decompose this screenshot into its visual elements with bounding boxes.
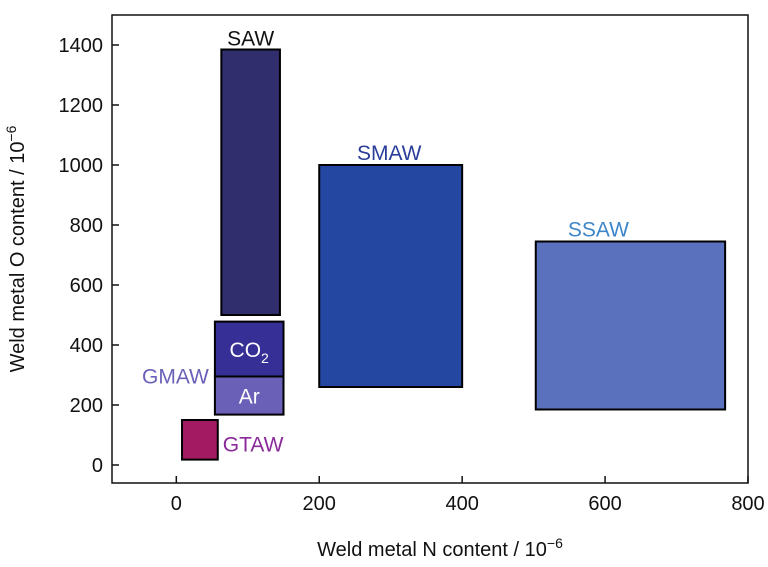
region-smaw [318,164,464,388]
x-tick-label: 0 [171,493,182,515]
label-co2: CO2 [230,339,270,366]
label-smaw: SMAW [357,142,422,165]
label-ar: Ar [239,386,260,409]
y-axis-title: Weld metal O content / 10−6 [3,125,29,372]
label-saw: SAW [227,28,274,51]
region-ar [213,375,285,416]
ticks-layer: 0 200 400 600 800 0 200 400 600 800 1000 1200 1400 [59,35,765,515]
y-tick-label: 800 [70,215,103,237]
x-tick-label: 200 [303,493,336,515]
y-tick-label: 0 [92,455,103,477]
label-gtaw: GTAW [223,434,284,457]
regions-layer [181,48,727,461]
y-tick-label: 200 [70,395,103,417]
x-axis-title-exponent: −6 [547,535,563,551]
x-tick-label: 600 [588,493,621,515]
region-co2 [213,320,285,378]
y-axis-title-main: Weld metal O content / 10 [7,142,29,373]
y-tick-label: 1400 [59,35,104,57]
y-axis-title-exponent: −6 [3,125,19,141]
y-tick-label: 600 [70,275,103,297]
y-tick-label: 1000 [59,155,104,177]
region-ssaw [534,240,727,411]
label-ssaw: SSAW [568,219,629,242]
region-saw [220,48,281,316]
x-tick-label: 800 [731,493,764,515]
region-gtaw [181,419,219,461]
x-axis-title-main: Weld metal N content / 10 [317,539,547,561]
labels-layer: SAW SMAW SSAW CO2 Ar GTAW GMAW [142,28,629,457]
y-tick-label: 400 [70,335,103,357]
label-gmaw: GMAW [142,366,209,389]
y-tick-label: 1200 [59,95,104,117]
x-tick-label: 400 [445,493,478,515]
plot-frame [111,14,749,484]
x-axis-title: Weld metal N content / 10−6 [317,535,563,561]
